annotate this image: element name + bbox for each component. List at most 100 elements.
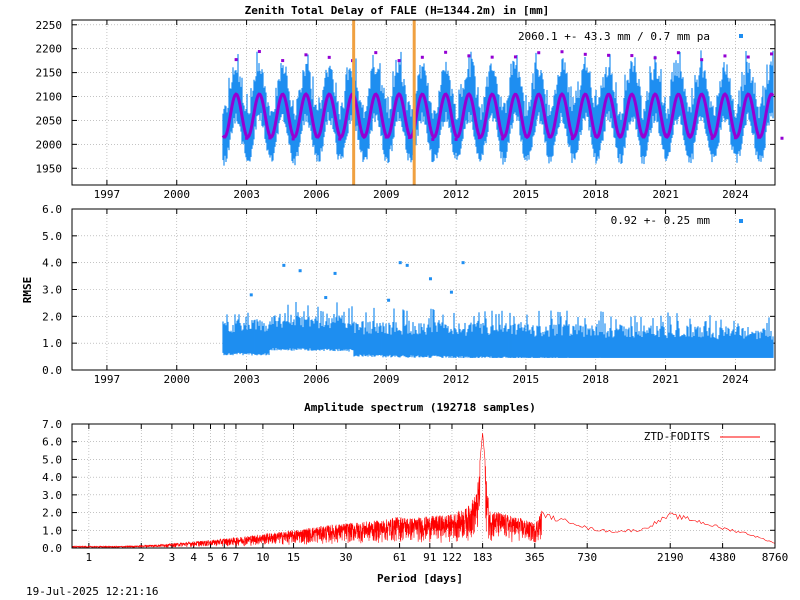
rmse-outlier-point xyxy=(449,290,453,294)
ztd-ytick-label: 2200 xyxy=(36,43,63,56)
ztd-outlier-point xyxy=(757,135,761,139)
ztd-xtick-label: 2024 xyxy=(722,188,749,201)
rmse-ytick-label: 2.0 xyxy=(42,310,62,323)
ztd-outlier-point xyxy=(397,59,401,63)
spectrum-xtick-label: 122 xyxy=(442,551,462,564)
ztd-outlier-point xyxy=(245,136,249,140)
rmse-outlier-point xyxy=(249,293,253,297)
spectrum-ytick-label: 4.0 xyxy=(42,471,62,484)
rmse-outlier-point xyxy=(333,271,337,275)
ztd-xtick-label: 2009 xyxy=(373,188,400,201)
ztd-outlier-point xyxy=(617,133,621,137)
ztd-outlier-point xyxy=(524,134,528,138)
ztd-outlier-point xyxy=(467,54,471,58)
spectrum-xtick-label: 30 xyxy=(339,551,352,564)
spectrum-frame xyxy=(71,423,776,549)
ztd-outlier-point xyxy=(374,51,378,55)
ztd-xtick-label: 2015 xyxy=(513,188,540,201)
ztd-outlier-point xyxy=(746,55,750,59)
rmse-outlier-point xyxy=(282,263,286,267)
spectrum-ytick-label: 1.0 xyxy=(42,524,62,537)
rmse-ytick-label: 0.0 xyxy=(42,364,62,377)
spectrum-xtick-label: 730 xyxy=(577,551,597,564)
ztd-ytick-label: 2000 xyxy=(36,138,63,151)
ztd-outlier-point xyxy=(653,56,657,60)
spectrum-ytick-label: 5.0 xyxy=(42,453,62,466)
ztd-outlier-point xyxy=(327,55,331,59)
spectrum-xtick-label: 8760 xyxy=(762,551,789,564)
rmse-ytick-label: 6.0 xyxy=(42,203,62,216)
ztd-xtick-label: 2012 xyxy=(443,188,470,201)
spectrum-xtick-label: 183 xyxy=(473,551,493,564)
rmse-panel: 1997 2000 2003 2006 2009 2012 2015 2018 2021 2024… xyxy=(21,203,776,386)
ztd-outlier-point xyxy=(640,133,644,137)
rmse-ytick-label: 1.0 xyxy=(42,337,62,350)
ztd-legend-marker xyxy=(739,34,743,38)
rmse-outlier-point xyxy=(324,296,328,300)
spectrum-xtick-label: 10 xyxy=(256,551,269,564)
spectrum-ytick-label: 6.0 xyxy=(42,436,62,449)
ztd-outlier-point xyxy=(537,51,541,55)
ztd-outlier-point xyxy=(454,137,458,141)
ztd-ytick-label: 2050 xyxy=(36,114,63,127)
rmse-ytick-label: 5.0 xyxy=(42,230,62,243)
ztd-outlier-point xyxy=(770,52,774,56)
spectrum-axis-ticks: 1 2 3 4 5 6 7 10 15 30 61 91 122 183 365 730 2190 4380 876… xyxy=(42,418,788,564)
ztd-title: Zenith Total Delay of FALE (H=1344.2m) i… xyxy=(245,4,550,17)
spectrum-line xyxy=(71,433,776,549)
ztd-xtick-label: 2000 xyxy=(164,188,191,201)
rmse-xtick-label: 2015 xyxy=(513,373,540,386)
ztd-outlier-point xyxy=(361,133,365,137)
rmse-xtick-label: 2009 xyxy=(373,373,400,386)
rmse-xtick-label: 2003 xyxy=(233,373,260,386)
ztd-outlier-point xyxy=(710,136,714,140)
spectrum-xtick-label: 3 xyxy=(169,551,176,564)
rmse-xtick-label: 2021 xyxy=(652,373,679,386)
ztd-outlier-point xyxy=(257,50,261,54)
rmse-xtick-label: 2006 xyxy=(303,373,330,386)
ztd-ytick-label: 2250 xyxy=(36,19,63,32)
ztd-axis-ticks: 1997 2000 2003 2006 2009 2012 2015 2018 2021 2024… xyxy=(36,19,775,201)
ztd-xtick-label: 2018 xyxy=(583,188,610,201)
rmse-ylabel: RMSE xyxy=(21,277,34,304)
spectrum-ytick-label: 0.0 xyxy=(42,542,62,555)
ztd-outlier-point xyxy=(490,55,494,59)
ztd-outlier-point xyxy=(314,134,318,138)
ztd-frame xyxy=(71,19,776,186)
rmse-outlier-point xyxy=(461,261,465,265)
spectrum-xtick-label: 1 xyxy=(86,551,93,564)
ztd-outlier-point xyxy=(420,55,424,59)
spectrum-xtick-label: 2190 xyxy=(657,551,684,564)
timestamp: 19-Jul-2025 12:21:16 xyxy=(26,585,158,598)
rmse-outlier-point xyxy=(387,298,391,302)
ztd-outlier-point xyxy=(408,135,412,139)
ztd-data xyxy=(221,20,784,185)
ztd-outlier-point xyxy=(676,51,680,55)
rmse-outlier-point xyxy=(405,263,409,267)
ztd-xtick-label: 2021 xyxy=(652,188,679,201)
spectrum-xtick-label: 2 xyxy=(138,551,145,564)
ztd-outlier-point xyxy=(501,137,505,141)
ztd-legend-label: 2060.1 +- 43.3 mm / 0.7 mm pa xyxy=(518,30,710,43)
spectrum-xtick-label: 4380 xyxy=(709,551,736,564)
spectrum-panel: Amplitude spectrum (192718 samples) 1 2 3 4… xyxy=(42,401,788,585)
spectrum-ytick-label: 2.0 xyxy=(42,507,62,520)
ztd-outlier-point xyxy=(594,134,598,138)
spectrum-legend-label: ZTD-FODITS xyxy=(644,430,710,443)
rmse-legend-label: 0.92 +- 0.25 mm xyxy=(611,214,711,227)
ztd-outlier-point xyxy=(268,136,272,140)
rmse-xtick-label: 2000 xyxy=(164,373,191,386)
rmse-xtick-label: 2018 xyxy=(583,373,610,386)
rmse-ytick-label: 4.0 xyxy=(42,257,62,270)
ztd-ytick-label: 2100 xyxy=(36,91,63,104)
spectrum-xlabel: Period [days] xyxy=(377,572,463,585)
ztd-outlier-point xyxy=(570,137,574,141)
rmse-xtick-label: 2012 xyxy=(443,373,470,386)
ztd-outlier-point xyxy=(234,58,238,62)
ztd-outlier-point xyxy=(630,54,634,58)
spectrum-xtick-label: 5 xyxy=(207,551,214,564)
ztd-outlier-point xyxy=(444,50,448,54)
rmse-xtick-label: 1997 xyxy=(94,373,121,386)
ztd-outlier-point xyxy=(513,55,517,59)
